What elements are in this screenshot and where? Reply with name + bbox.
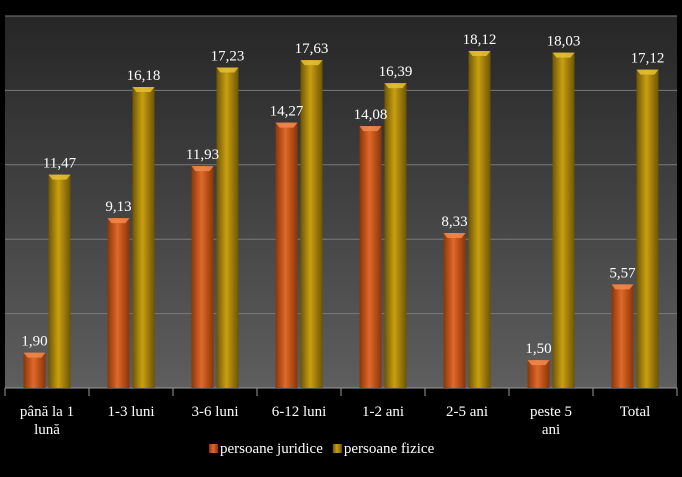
legend-swatch bbox=[332, 444, 342, 453]
legend-swatch bbox=[209, 444, 218, 453]
bar-cap bbox=[48, 174, 71, 180]
bar-juridice bbox=[23, 352, 46, 388]
category-separators bbox=[4, 388, 678, 396]
bar-juridice bbox=[443, 233, 466, 388]
data-label: 18,12 bbox=[463, 32, 497, 48]
bar-fizice bbox=[216, 67, 239, 388]
tick-label: Total bbox=[620, 404, 651, 420]
bar-cap bbox=[132, 87, 155, 93]
data-label: 11,47 bbox=[43, 156, 77, 172]
data-label: 16,39 bbox=[379, 64, 413, 80]
bar-fizice bbox=[300, 60, 323, 388]
bar-cap bbox=[636, 69, 659, 75]
data-label: 1,90 bbox=[21, 334, 47, 350]
bar-juridice bbox=[275, 122, 298, 388]
bar-juridice bbox=[527, 360, 550, 388]
bars bbox=[23, 50, 659, 389]
bar-cap bbox=[23, 352, 46, 358]
bar-fizice bbox=[468, 50, 491, 389]
data-label: 9,13 bbox=[105, 199, 131, 215]
bar-cap bbox=[359, 126, 382, 132]
x-axis-tick-labels: până la 1 lună 1-3 luni 3-6 luni 6-12 luni 1-… bbox=[20, 404, 650, 438]
data-label: 1,50 bbox=[525, 341, 551, 357]
bar-juridice bbox=[191, 166, 214, 388]
bar-fizice bbox=[552, 52, 575, 388]
tick-label: 6-12 luni bbox=[272, 404, 327, 420]
tick-label: 1-3 luni bbox=[107, 404, 154, 420]
tick-label: până la 1 lună bbox=[20, 404, 74, 438]
bar-juridice bbox=[107, 218, 130, 388]
bar-cap bbox=[107, 218, 130, 224]
bar-cap bbox=[552, 52, 575, 58]
data-label: 17,23 bbox=[211, 49, 245, 65]
data-label: 17,63 bbox=[295, 41, 329, 57]
data-label: 11,93 bbox=[186, 147, 219, 163]
data-label: 14,08 bbox=[354, 107, 388, 123]
bar-cap bbox=[384, 83, 407, 89]
bar-fizice bbox=[132, 87, 155, 388]
bar-cap bbox=[468, 50, 491, 56]
tick-label: 3-6 luni bbox=[191, 404, 238, 420]
bar-juridice bbox=[359, 126, 382, 388]
bar-fizice bbox=[48, 174, 71, 388]
bar-fizice bbox=[636, 69, 659, 389]
tick-label: 1-2 ani bbox=[362, 404, 404, 420]
tick-label: 2-5 ani bbox=[446, 404, 488, 420]
legend-label: persoane juridice bbox=[220, 441, 323, 457]
bar-cap bbox=[443, 233, 466, 239]
legend-label: persoane fizice bbox=[344, 441, 435, 457]
bar-fizice bbox=[384, 83, 407, 389]
bar-cap bbox=[611, 284, 634, 290]
data-label: 16,18 bbox=[127, 68, 161, 84]
bar-cap bbox=[275, 122, 298, 128]
bar-juridice bbox=[611, 284, 634, 388]
data-label: 5,57 bbox=[609, 265, 636, 281]
tick-label: peste 5 ani bbox=[530, 404, 572, 438]
data-label: 14,27 bbox=[270, 104, 304, 120]
data-label: 8,33 bbox=[441, 214, 467, 230]
bar-cap bbox=[527, 360, 550, 366]
legend: persoane juridice persoane fizice bbox=[209, 441, 435, 457]
bar-cap bbox=[191, 166, 214, 172]
bar-cap bbox=[216, 67, 239, 73]
data-label: 17,12 bbox=[631, 51, 665, 67]
data-label: 18,03 bbox=[547, 34, 581, 50]
bar-cap bbox=[300, 60, 323, 66]
data-labels: 1,90 11,47 9,13 16,18 11,93 17,23 14,27 17,63 14… bbox=[21, 32, 664, 357]
